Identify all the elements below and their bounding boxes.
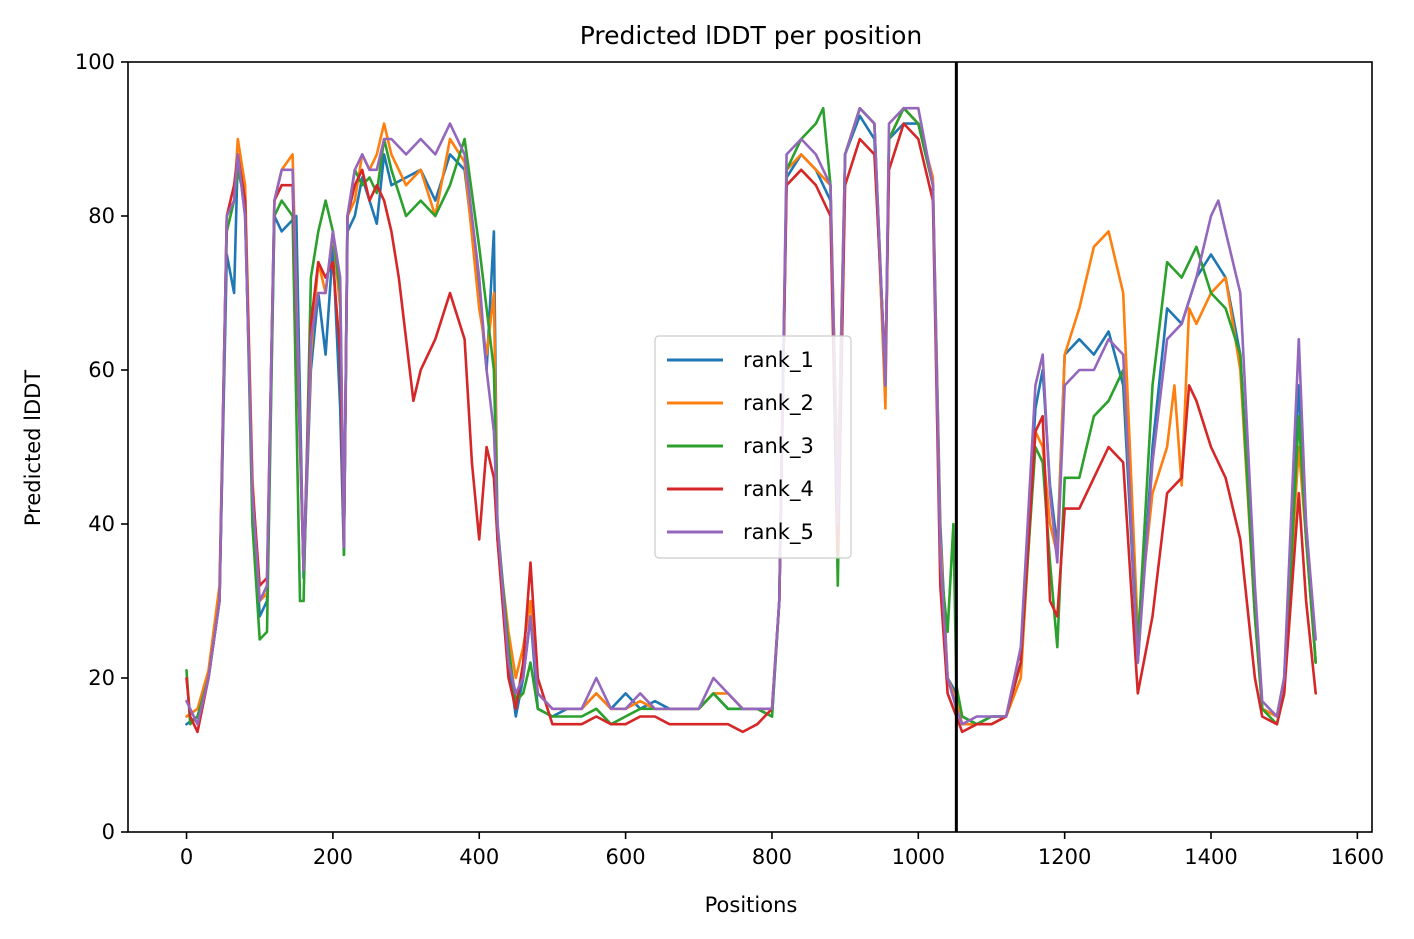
series-line-rank-5 xyxy=(185,106,1317,726)
legend-label: rank_5 xyxy=(743,520,814,545)
series-layer xyxy=(185,106,1317,734)
x-tick-label: 1200 xyxy=(1038,845,1091,869)
y-tick-label: 60 xyxy=(88,358,115,382)
chart-title: Predicted lDDT per position xyxy=(580,21,922,50)
y-tick-label: 40 xyxy=(88,512,115,536)
y-tick-label: 80 xyxy=(88,204,115,228)
x-tick-label: 600 xyxy=(606,845,646,869)
plot-frame xyxy=(127,61,1373,833)
legend: rank_1 rank_2 rank_3 rank_4 rank_5 xyxy=(654,335,852,559)
x-tick-label: 800 xyxy=(752,845,792,869)
x-tick-label: 0 xyxy=(180,845,193,869)
x-axis-title: Positions xyxy=(705,893,798,917)
legend-label: rank_4 xyxy=(743,477,814,502)
x-tick-label: 1400 xyxy=(1184,845,1237,869)
legend-box xyxy=(654,335,852,559)
x-tick-label: 1600 xyxy=(1331,845,1384,869)
y-tick-label: 0 xyxy=(102,820,115,844)
x-tick-label: 1000 xyxy=(892,845,945,869)
x-axis: 0 200 400 600 800 1000 1200 1400 1600 xyxy=(180,832,1384,869)
legend-label: rank_2 xyxy=(743,391,814,416)
y-axis: 0 20 40 60 80 100 xyxy=(75,50,128,844)
series-line-rank-4 xyxy=(185,122,1317,734)
y-axis-title: Predicted lDDT xyxy=(21,370,45,526)
legend-label: rank_3 xyxy=(743,434,814,459)
x-tick-label: 200 xyxy=(313,845,353,869)
legend-label: rank_1 xyxy=(743,348,814,373)
x-tick-label: 400 xyxy=(459,845,499,869)
y-tick-label: 100 xyxy=(75,50,115,74)
y-tick-label: 20 xyxy=(88,666,115,690)
